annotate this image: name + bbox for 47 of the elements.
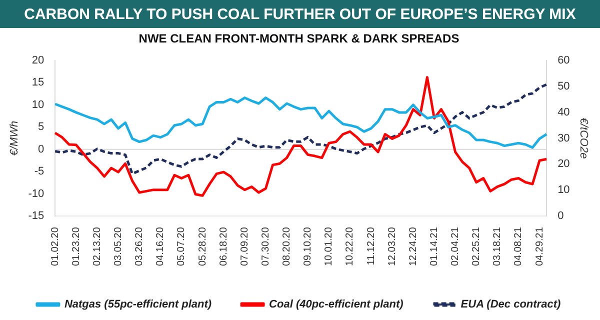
legend-label: EUA (Dec contract) — [460, 298, 561, 311]
x-tick-label: 07.30.20 — [260, 226, 272, 266]
y2-tick-label: 0 — [558, 210, 564, 222]
x-tick-label: 06.18.20 — [218, 226, 230, 266]
legend-label: Natgas (55pc-efficient plant) — [64, 298, 212, 311]
y2-tick-label: 50 — [558, 80, 570, 92]
x-tick-label: 03.05.20 — [113, 226, 124, 266]
y2-tick-label: 30 — [558, 132, 570, 144]
y2-tick-label: 60 — [558, 54, 570, 66]
x-tick-label: 01.23.20 — [70, 226, 82, 266]
x-tick-label: 04.16.20 — [155, 226, 166, 266]
y2-axis-title: €/tCO2e — [577, 118, 590, 159]
x-tick-label: 04.29.21 — [534, 226, 546, 266]
x-tick-label: 01.02.20 — [50, 226, 61, 266]
x-tick-label: 12.24.20 — [408, 226, 419, 266]
x-tick-label: 11.12.20 — [366, 226, 377, 266]
x-tick-label: 05.07.20 — [176, 226, 188, 266]
y-tick-label: -10 — [28, 188, 44, 200]
y-tick-label: 0 — [38, 143, 44, 156]
x-tick-label: 09.10.20 — [302, 226, 314, 266]
x-tick-label: 04.08.21 — [513, 226, 524, 266]
x-tick-label: 02.13.20 — [92, 226, 103, 266]
line-series — [54, 83, 548, 176]
chart-subtitle: NWE CLEAN FRONT-MONTH SPARK & DARK SPREADS — [138, 32, 460, 46]
y-tick-label: 5 — [38, 121, 44, 134]
chart-title: CARBON RALLY TO PUSH COAL FURTHER OUT OF EUROPE’S ENERGY MIX — [0, 0, 600, 28]
y2-tick-label: 10 — [558, 184, 570, 196]
y-tick-label: -5 — [34, 166, 44, 178]
x-tick-label: 02.25.21 — [471, 226, 482, 266]
x-tick-label: 05.28.20 — [197, 226, 208, 266]
y2-tick-label: 20 — [558, 158, 570, 170]
x-tick-label: 03.18.21 — [492, 226, 504, 266]
legend-label: Coal (40pc-efficient plant) — [269, 298, 404, 311]
x-tick-label: 10.22.20 — [344, 226, 356, 266]
y2-tick-label: 40 — [558, 106, 570, 118]
y-tick-label: -15 — [28, 210, 44, 222]
x-tick-label: 02.04.21 — [450, 226, 462, 266]
x-tick-label: 08.20.20 — [282, 226, 293, 266]
x-tick-label: 12.03.20 — [386, 226, 398, 266]
x-tick-label: 07.09.20 — [239, 226, 250, 266]
y-axis-title: €/MWh — [8, 120, 21, 156]
x-tick-label: 10.01.20 — [324, 226, 335, 266]
x-tick-label: 03.26.20 — [134, 226, 146, 266]
y-tick-label: 15 — [32, 76, 44, 89]
x-tick-label: 01.14.21 — [428, 226, 440, 266]
y-tick-label: 20 — [32, 54, 44, 66]
y-tick-label: 10 — [32, 98, 44, 111]
